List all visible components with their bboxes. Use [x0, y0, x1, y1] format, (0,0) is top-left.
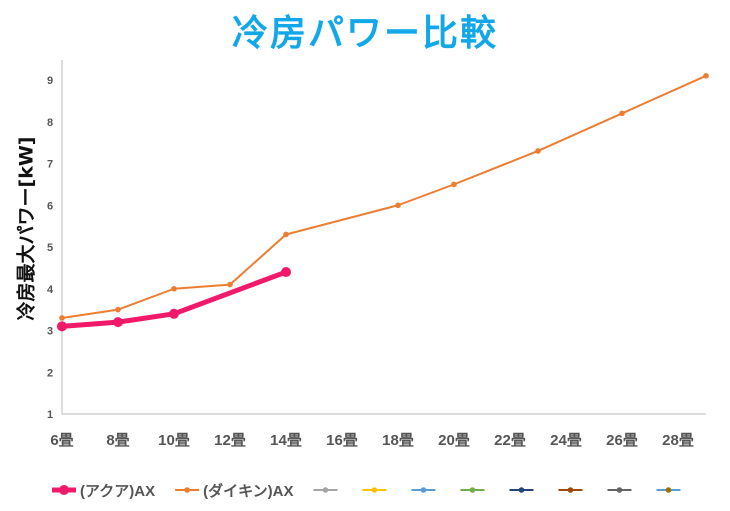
x-tick-label: 26畳 — [606, 432, 638, 449]
legend-marker — [616, 487, 623, 493]
x-tick-label: 16畳 — [326, 432, 358, 449]
x-tick-label: 18畳 — [382, 432, 414, 449]
y-tick-label: 9 — [47, 75, 53, 87]
data-point — [535, 148, 541, 154]
data-point — [451, 181, 457, 188]
x-tick-label: 14畳 — [270, 432, 302, 449]
x-tick-label: 8畳 — [106, 432, 129, 449]
legend-marker — [371, 487, 378, 493]
x-tick-label: 24畳 — [550, 432, 582, 449]
series-line-1 — [61, 74, 707, 319]
data-point — [171, 285, 177, 292]
data-point — [283, 231, 289, 238]
y-tick-label: 5 — [47, 242, 53, 254]
x-tick-label: 10畳 — [158, 432, 190, 449]
data-point — [169, 308, 179, 319]
x-tick-label: 20畳 — [438, 432, 470, 449]
y-tick-label: 1 — [47, 409, 53, 421]
legend-marker — [469, 487, 476, 493]
legend-label: (アクア)AX — [80, 483, 155, 500]
chart-title: 冷房パワー比較 — [231, 13, 498, 54]
legend-marker — [567, 487, 574, 493]
y-tick-label: 3 — [47, 326, 53, 338]
data-point — [227, 281, 233, 288]
legend-marker — [59, 485, 69, 495]
data-point — [281, 267, 291, 278]
data-point — [703, 73, 709, 79]
legend-marker — [420, 487, 427, 493]
x-tick-label: 22畳 — [494, 432, 526, 449]
y-tick-label: 2 — [47, 367, 53, 379]
legend-label: (ダイキン)AX — [203, 482, 293, 500]
legend-marker — [184, 487, 190, 493]
y-tick-label: 8 — [47, 117, 53, 129]
data-point — [59, 315, 65, 321]
data-point — [57, 321, 67, 332]
y-tick-label: 4 — [47, 284, 54, 296]
x-tick-label: 6畳 — [50, 432, 73, 449]
y-tick-label: 7 — [47, 159, 53, 171]
legend-marker — [665, 487, 672, 493]
x-tick-label: 12畳 — [214, 432, 246, 449]
data-point — [115, 306, 121, 313]
legend-marker — [322, 487, 329, 493]
y-tick-label: 6 — [47, 200, 53, 212]
x-tick-label: 28畳 — [662, 432, 694, 449]
data-point — [619, 110, 625, 117]
legend-marker — [518, 487, 525, 493]
data-point — [395, 202, 401, 209]
data-point — [113, 317, 123, 328]
series-line-0 — [61, 269, 287, 329]
